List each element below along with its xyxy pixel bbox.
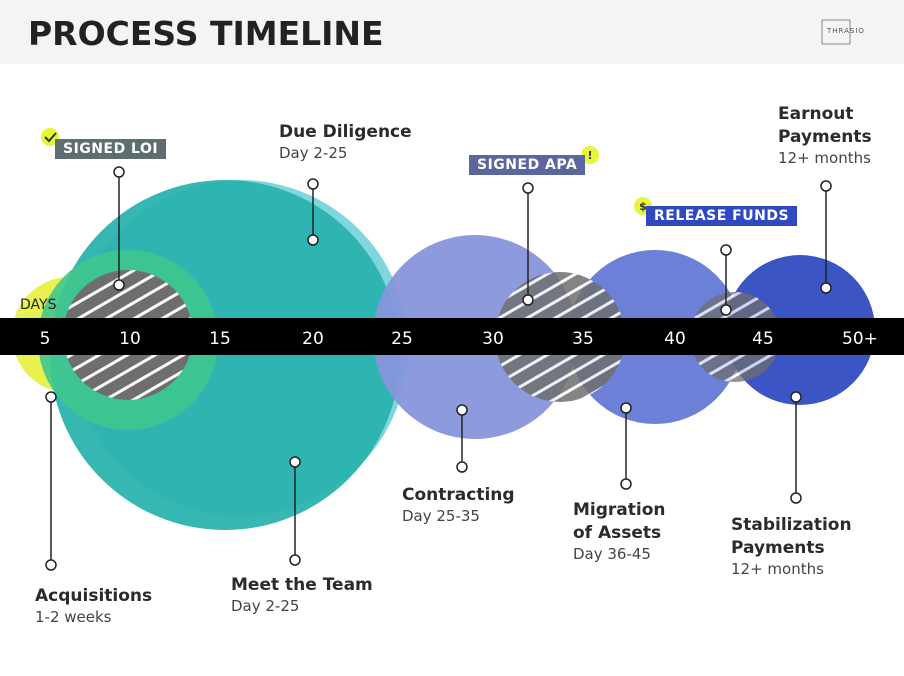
icon-badge	[581, 146, 599, 164]
stage-detail: Day 2-25	[279, 144, 348, 162]
stage-detail: 1-2 weeks	[35, 608, 112, 626]
axis-tick-label: 45	[752, 329, 774, 349]
stage: Stabilization Payments 12+ months	[731, 514, 871, 578]
tag: SIGNED APA	[469, 155, 586, 175]
check-icon	[44, 132, 57, 143]
tag: SIGNED LOI	[55, 139, 167, 159]
tag-icon: !	[587, 149, 592, 162]
logo-box	[821, 19, 851, 45]
axis-tick-label: 10	[119, 329, 141, 349]
stage-title: Migration of Assets	[573, 500, 666, 543]
logo: THRASIO	[827, 27, 865, 35]
connectors	[45, 166, 832, 571]
stage: Earnout Payments 12+ months	[778, 103, 888, 167]
axis-tick-label: 40	[664, 329, 686, 349]
axis-label: DAYS	[20, 297, 57, 313]
axis-tick-label: 25	[391, 329, 413, 349]
stage-title: Stabilization Payments	[731, 515, 852, 558]
axis-tick-label: 50+	[842, 329, 878, 349]
stage-title: Contracting	[402, 485, 515, 505]
axis-ticks: 5 10 15 20 25 30 35 40 45 50+	[40, 329, 878, 349]
stage-detail: 12+ months	[778, 149, 871, 167]
axis-tick-label: 5	[40, 329, 51, 349]
stage-title: Due Diligence	[279, 122, 412, 142]
header-band	[0, 0, 904, 64]
stage-title: Meet the Team	[231, 575, 373, 595]
stage-detail: 12+ months	[731, 560, 824, 578]
stage: Due Diligence Day 2-25	[279, 121, 412, 162]
axis-tick-label: 35	[572, 329, 594, 349]
stage-title: Earnout Payments	[778, 104, 872, 147]
axis-tick-label: 15	[209, 329, 231, 349]
stage-detail: Day 2-25	[231, 597, 300, 615]
tag-icon: $	[639, 200, 647, 213]
axis-tick-label: 30	[482, 329, 504, 349]
stage: Migration of Assets Day 36-45	[573, 499, 683, 563]
stage-detail: Day 36-45	[573, 545, 651, 563]
stage: Acquisitions 1-2 weeks	[35, 585, 152, 626]
tag: RELEASE FUNDS	[646, 206, 798, 226]
timeline-band	[0, 318, 904, 355]
stage: Meet the Team Day 2-25	[231, 574, 373, 615]
check-badge	[41, 128, 59, 146]
stage-title: Acquisitions	[35, 586, 153, 606]
stage: Contracting Day 25-35	[402, 484, 515, 525]
page-title: PROCESS TIMELINE	[28, 14, 384, 53]
stage-detail: Day 25-35	[402, 507, 480, 525]
axis-tick-label: 20	[302, 329, 324, 349]
